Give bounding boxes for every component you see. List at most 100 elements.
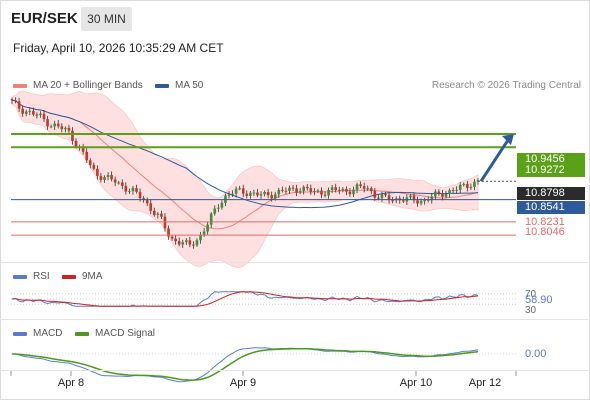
candle-body — [110, 175, 113, 180]
candle-body — [245, 193, 249, 196]
candle-body — [412, 195, 416, 201]
candle-body — [469, 187, 473, 189]
candle-body — [160, 213, 163, 217]
candle-body — [359, 184, 362, 187]
ma20-label: MA 20 + Bollinger Bands — [33, 80, 143, 91]
legend-macd-signal: MACD Signal — [75, 328, 155, 339]
legend-ma50: MA 50 — [155, 80, 203, 91]
candle-body — [277, 189, 281, 195]
rsi-divider — [0, 262, 588, 263]
candle-body — [167, 228, 170, 237]
legend-macd: MACD — [13, 328, 62, 339]
candle-body — [96, 168, 99, 177]
timeframe-button[interactable]: 30 MIN — [81, 7, 132, 31]
rsi-swatch — [13, 274, 27, 279]
candle-body — [170, 236, 174, 239]
levels-group — [11, 133, 516, 236]
credit-text: Research © 2026 Trading Central — [431, 80, 581, 91]
candle-body — [177, 241, 181, 245]
candle-body — [14, 100, 17, 102]
support-3-tag: 10.8046 — [525, 226, 565, 238]
candle-body — [56, 123, 60, 127]
date-label-apr12: Apr 12 — [468, 377, 502, 389]
ma20-swatch — [13, 83, 27, 88]
candle-body — [348, 191, 352, 195]
candle-body — [185, 240, 188, 243]
candle-body — [71, 130, 74, 141]
candle-body — [220, 202, 224, 208]
legend-ma20: MA 20 + Bollinger Bands — [13, 80, 143, 91]
candle-body — [373, 191, 377, 198]
candle-body — [334, 187, 338, 191]
candle-body — [309, 188, 313, 192]
candle-body — [49, 126, 53, 128]
candle-body — [64, 127, 67, 130]
candle-body — [231, 193, 234, 195]
candle-body — [444, 194, 448, 197]
macd-group — [11, 347, 516, 383]
candle-body — [124, 185, 128, 192]
macd-divider — [0, 319, 588, 320]
candle-body — [345, 189, 348, 192]
candle-body — [99, 176, 103, 180]
candle-body — [202, 231, 206, 235]
macd-label: MACD — [33, 328, 63, 339]
candle-body — [35, 114, 39, 116]
ma50-label: MA 50 — [175, 80, 204, 91]
rsi-value: 58.90 — [525, 294, 553, 306]
support-2-tag: 10.8231 — [525, 216, 565, 228]
candle-body — [434, 191, 437, 197]
candle-body — [113, 179, 117, 183]
candle-body — [199, 234, 202, 241]
candle-body — [88, 160, 92, 165]
candle-body — [355, 184, 359, 190]
rsi-level-70: 70 — [525, 289, 537, 300]
candle-body — [81, 147, 85, 152]
candle-body — [256, 192, 259, 196]
candle-body — [369, 188, 373, 192]
candle-body — [39, 113, 42, 116]
candle-body — [213, 208, 217, 214]
candle-body — [163, 216, 167, 229]
macd-signal-swatch — [75, 331, 89, 336]
resistance-2-tag: 10.9272 — [517, 164, 585, 177]
candle-body — [192, 244, 195, 246]
projection-arrowhead — [502, 134, 514, 146]
candle-body — [145, 200, 149, 204]
rsi-group — [11, 291, 516, 307]
candle-body — [341, 189, 345, 191]
rsi-ma-line — [11, 291, 479, 307]
macd-value: 0.00 — [525, 348, 547, 360]
candle-body — [188, 240, 192, 245]
axis-divider — [0, 370, 588, 371]
candle-body — [437, 191, 441, 194]
candle-body — [451, 190, 455, 192]
candle-body — [142, 198, 145, 201]
candle-body — [106, 175, 110, 177]
candle-body — [323, 194, 327, 196]
candle-body — [448, 190, 451, 195]
macd-swatch — [13, 331, 27, 336]
candle-body — [174, 238, 177, 242]
bollinger-band — [11, 90, 479, 268]
date-label-apr9: Apr 9 — [229, 377, 257, 389]
candle-body — [135, 188, 138, 192]
candles-group — [10, 97, 480, 249]
candle-body — [67, 127, 71, 131]
candle-body — [391, 200, 394, 202]
candle-body — [103, 176, 106, 180]
legend-rsi-ma: 9MA — [62, 271, 103, 282]
candle-body — [366, 188, 370, 190]
candle-body — [209, 213, 213, 225]
candle-body — [17, 101, 21, 109]
candle-body — [416, 200, 419, 204]
candle-body — [252, 192, 256, 194]
candle-body — [28, 110, 32, 112]
candle-body — [458, 184, 462, 190]
candle-body — [419, 201, 423, 204]
candle-body — [462, 183, 466, 185]
candle-body — [249, 192, 252, 196]
candle-body — [455, 189, 458, 191]
last-price-tag: 10.8798 — [517, 187, 585, 200]
